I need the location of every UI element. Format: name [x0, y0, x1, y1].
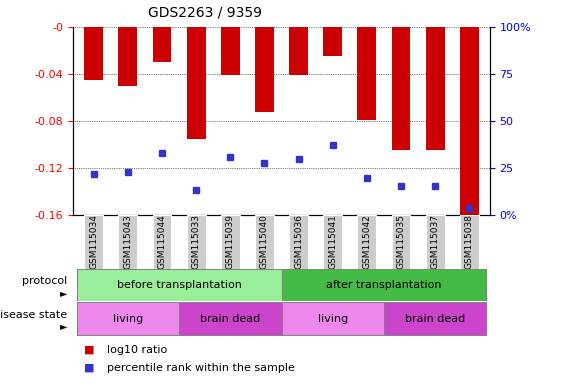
Bar: [187, 215, 205, 269]
Text: GSM115038: GSM115038: [465, 214, 474, 270]
Bar: [392, 215, 410, 269]
Bar: [358, 27, 376, 120]
Text: GDS2263 / 9359: GDS2263 / 9359: [148, 5, 262, 19]
Bar: [460, 27, 479, 217]
Bar: [187, 27, 205, 139]
Bar: [77, 302, 179, 335]
Text: GSM115044: GSM115044: [158, 215, 167, 269]
Text: GSM115037: GSM115037: [431, 214, 440, 270]
Bar: [426, 215, 445, 269]
Bar: [118, 215, 137, 269]
Text: percentile rank within the sample: percentile rank within the sample: [107, 363, 295, 373]
Text: GSM115034: GSM115034: [89, 215, 98, 269]
Text: living: living: [318, 314, 348, 324]
Bar: [289, 215, 308, 269]
Bar: [221, 215, 240, 269]
Text: before transplantation: before transplantation: [117, 280, 242, 290]
Bar: [221, 27, 240, 75]
Text: GSM115042: GSM115042: [363, 215, 372, 269]
Text: ■: ■: [84, 345, 95, 355]
Bar: [323, 27, 342, 56]
Bar: [358, 215, 376, 269]
Bar: [179, 302, 282, 335]
Bar: [84, 27, 103, 80]
Bar: [77, 270, 282, 301]
Bar: [153, 27, 171, 62]
Text: disease state: disease state: [0, 310, 68, 320]
Bar: [384, 302, 486, 335]
Bar: [153, 215, 171, 269]
Bar: [323, 215, 342, 269]
Text: protocol: protocol: [23, 276, 68, 286]
Text: ►: ►: [60, 288, 68, 298]
Bar: [255, 27, 274, 112]
Text: GSM115033: GSM115033: [191, 214, 200, 270]
Text: GSM115040: GSM115040: [260, 215, 269, 269]
Text: brain dead: brain dead: [405, 314, 465, 324]
Text: after transplantation: after transplantation: [326, 280, 442, 290]
Bar: [282, 302, 384, 335]
Text: brain dead: brain dead: [200, 314, 261, 324]
Bar: [118, 27, 137, 86]
Text: GSM115043: GSM115043: [123, 215, 132, 269]
Bar: [289, 27, 308, 75]
Bar: [84, 215, 103, 269]
Bar: [255, 215, 274, 269]
Bar: [392, 27, 410, 151]
Bar: [426, 27, 445, 151]
Text: GSM115039: GSM115039: [226, 214, 235, 270]
Bar: [460, 215, 479, 269]
Bar: [282, 270, 486, 301]
Text: ►: ►: [60, 321, 68, 331]
Text: ■: ■: [84, 363, 95, 373]
Text: GSM115041: GSM115041: [328, 215, 337, 269]
Text: log10 ratio: log10 ratio: [107, 345, 167, 355]
Text: living: living: [113, 314, 143, 324]
Text: GSM115036: GSM115036: [294, 214, 303, 270]
Text: GSM115035: GSM115035: [396, 214, 405, 270]
